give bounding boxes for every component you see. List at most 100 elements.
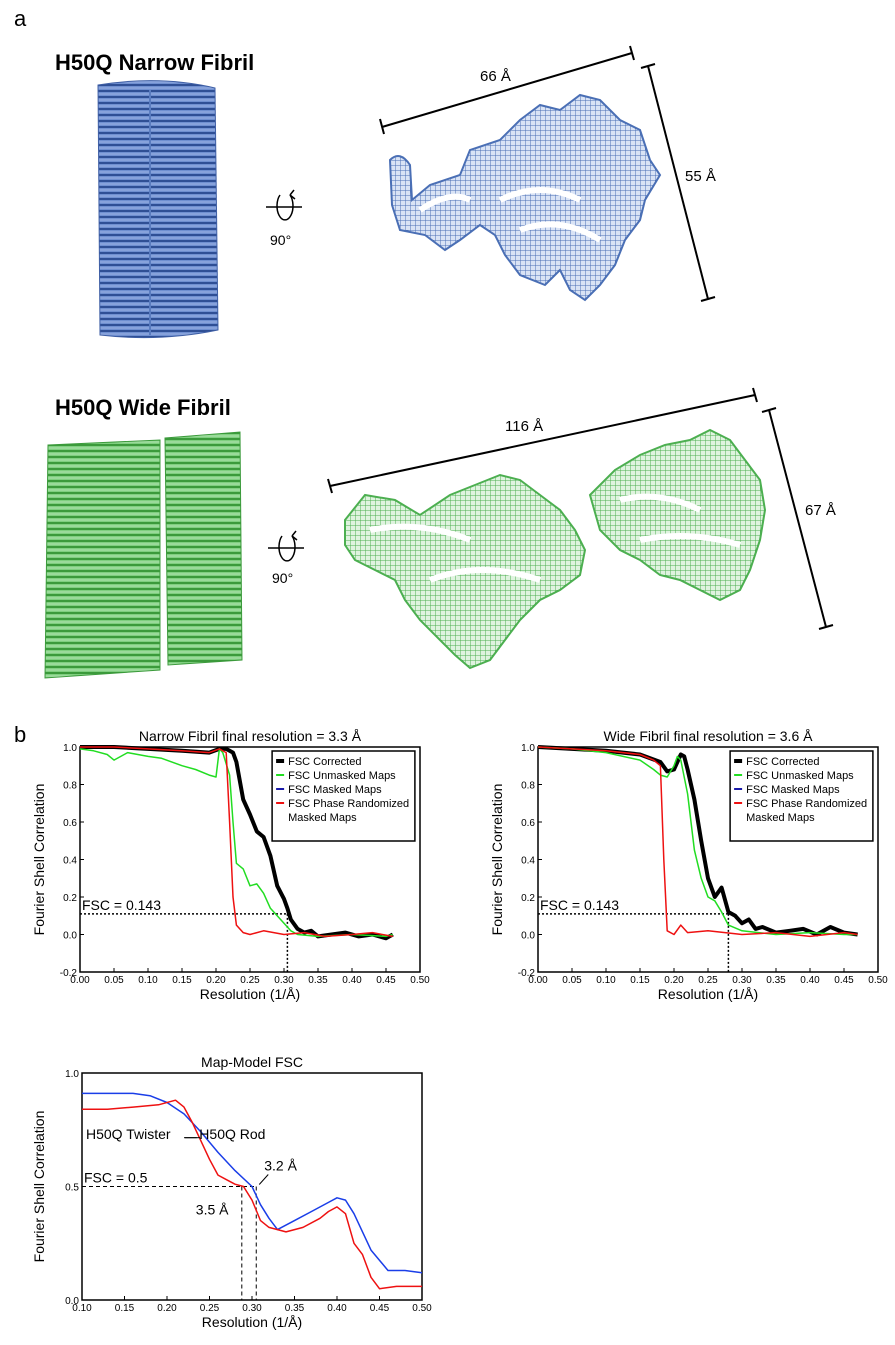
chart0-series-line: [80, 746, 393, 938]
chart2-xtick-label: 0.10: [72, 1303, 92, 1314]
chart1-title: Wide Fibril final resolution = 3.6 Å: [604, 728, 814, 744]
chart2-crossing-label: 3.2 Å: [264, 1158, 297, 1174]
narrow-fibril-title: H50Q Narrow Fibril: [55, 50, 255, 75]
chart0-legend-label: FSC Phase Randomized: [288, 798, 409, 810]
chart1-series-line: [537, 746, 858, 936]
chart1-legend-label: FSC Phase Randomized: [746, 798, 867, 810]
chart1-ytick-label: 1.0: [521, 743, 535, 754]
chart1-legend-label: Masked Maps: [746, 812, 815, 824]
wide-cross-section: [344, 428, 767, 670]
chart2-ytick-label: 0.0: [65, 1296, 79, 1307]
chart1-xtick-label: 0.50: [868, 975, 888, 986]
chart2-ytick-label: 0.5: [65, 1183, 79, 1194]
chart0-xtick-label: 0.25: [240, 975, 260, 986]
chart1-xtick-label: 0.30: [732, 975, 752, 986]
chart0-threshold-label: FSC = 0.143: [82, 897, 161, 913]
chart0-ytick-label: 1.0: [63, 743, 77, 754]
chart1-xtick-label: 0.05: [562, 975, 582, 986]
wide-height-bar: [761, 407, 834, 630]
chart1-legend-label: FSC Corrected: [746, 756, 819, 768]
narrow-width-bar: [379, 45, 635, 135]
chart1-legend: [729, 750, 874, 842]
chart2-xtick-label: 0.45: [370, 1303, 390, 1314]
wide-fibril-title: H50Q Wide Fibril: [55, 395, 231, 420]
chart2-xtick-label: 0.50: [412, 1303, 432, 1314]
chart1-xtick-label: 0.20: [664, 975, 684, 986]
chart2-ylabel: Fourier Shell Correlation: [31, 1111, 47, 1263]
chart2-title: Map-Model FSC: [201, 1054, 303, 1070]
chart1-legend-label: FSC Masked Maps: [746, 784, 840, 796]
chart2-xlabel: Resolution (1/Å): [202, 1314, 302, 1330]
chart2-xtick-label: 0.30: [242, 1303, 262, 1314]
chart2-xtick-label: 0.20: [157, 1303, 177, 1314]
chart1-xtick-label: 0.45: [834, 975, 854, 986]
panel-letter-a: a: [14, 6, 27, 31]
chart1-series-line: [537, 745, 858, 937]
chart1-xlabel: Resolution (1/Å): [658, 986, 758, 1002]
chart2-xtick-label: 0.25: [200, 1303, 220, 1314]
narrow-width-label: 66 Å: [480, 68, 511, 85]
chart2-xtick-label: 0.40: [327, 1303, 347, 1314]
chart0-legend-label: FSC Corrected: [288, 756, 361, 768]
chart0-ytick-label: 0.2: [63, 893, 77, 904]
chart2-threshold-label: FSC = 0.5: [84, 1170, 148, 1186]
chart1-series-line: [537, 746, 858, 938]
chart2-series-line: [82, 1099, 422, 1290]
chart0-xlabel: Resolution (1/Å): [200, 986, 300, 1002]
chart0-xtick-label: 0.20: [206, 975, 226, 986]
chart2-crossing-label: 3.5 Å: [196, 1202, 229, 1218]
wide-rotate-icon: [268, 530, 304, 562]
chart1-xtick-label: 0.40: [800, 975, 820, 986]
chart0-xtick-label: 0.35: [308, 975, 328, 986]
wide-rotation-label: 90°: [272, 570, 294, 586]
chart0-ylabel: Fourier Shell Correlation: [31, 784, 47, 936]
chart0-xtick-label: 0.05: [104, 975, 124, 986]
wide-fsc-chart: Wide Fibril final resolution = 3.6 Å0.00…: [489, 728, 888, 1002]
chart0-legend: [271, 750, 416, 842]
narrow-height-bar: [640, 63, 716, 302]
chart0-xtick-label: 0.40: [342, 975, 362, 986]
map-model-fsc-chart: Map-Model FSC 0.10 0.15 0.20 0.25 0.30 0.35 0.4…: [31, 1054, 432, 1330]
chart0-ytick-label: 0.0: [63, 931, 77, 942]
chart0-xtick-label: 0.45: [376, 975, 396, 986]
wide-height-label: 67 Å: [805, 502, 836, 519]
chart0-xtick-label: 0.15: [172, 975, 192, 986]
chart0-ytick-label: -0.2: [60, 968, 78, 979]
chart2-crossing-pointer: [258, 1174, 269, 1185]
chart0-legend-label: FSC Unmasked Maps: [288, 770, 396, 782]
chart0-ytick-label: 0.6: [63, 818, 77, 829]
narrow-cross-section: [388, 93, 662, 302]
narrow-height-label: 55 Å: [685, 168, 716, 185]
chart1-ylabel: Fourier Shell Correlation: [489, 784, 505, 936]
chart0-xtick-label: 0.50: [410, 975, 430, 986]
chart0-ytick-label: 0.8: [63, 781, 77, 792]
chart0-xtick-label: 0.30: [274, 975, 294, 986]
narrow-rotation-label: 90°: [270, 232, 292, 248]
chart1-ytick-label: 0.8: [521, 781, 535, 792]
wide-fibril-side-view: [44, 431, 243, 679]
chart1-ytick-label: 0.6: [521, 818, 535, 829]
chart1-legend-label: FSC Unmasked Maps: [746, 770, 854, 782]
chart2-series-label: H50Q Rod: [199, 1126, 265, 1142]
chart1-xtick-label: 0.25: [698, 975, 718, 986]
chart1-xtick-label: 0.00: [528, 975, 548, 986]
chart0-xtick-label: 0.00: [70, 975, 90, 986]
chart1-xtick-label: 0.35: [766, 975, 786, 986]
chart1-xtick-label: 0.15: [630, 975, 650, 986]
chart1-threshold-label: FSC = 0.143: [540, 897, 619, 913]
chart1-ytick-label: 0.0: [521, 931, 535, 942]
chart0-series-line: [79, 748, 394, 938]
chart0-legend-label: FSC Masked Maps: [288, 784, 382, 796]
narrow-rotate-icon: [266, 189, 302, 221]
chart2-xtick-label: 0.35: [285, 1303, 305, 1314]
chart1-ytick-label: 0.2: [521, 893, 535, 904]
panel-a-artwork: [44, 45, 834, 679]
narrow-fsc-chart: Narrow Fibril final resolution = 3.3 Å 0.…: [31, 728, 430, 1002]
wide-width-label: 116 Å: [505, 418, 544, 435]
panel-letter-b: b: [14, 722, 27, 747]
chart0-title: Narrow Fibril final resolution = 3.3 Å: [139, 728, 362, 744]
narrow-fibril-side-view: [97, 80, 219, 339]
chart2-ytick-label: 1.0: [65, 1069, 79, 1080]
chart1-ytick-label: 0.4: [521, 856, 535, 867]
chart0-ytick-label: 0.4: [63, 856, 77, 867]
